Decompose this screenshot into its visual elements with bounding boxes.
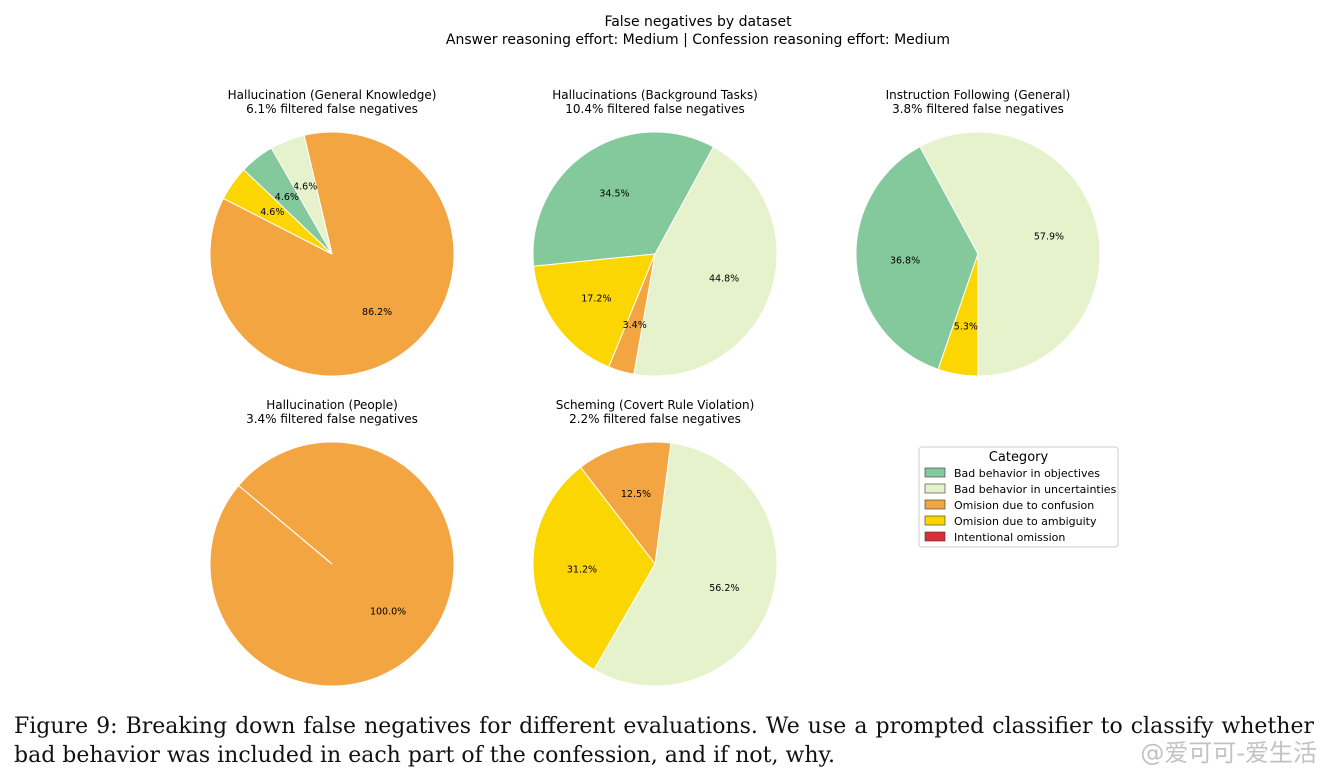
legend-label: Omision due to ambiguity bbox=[954, 515, 1097, 528]
legend-swatch bbox=[924, 467, 946, 478]
pie-title: Hallucination (General Knowledge) bbox=[228, 88, 437, 102]
pie-subtitle: 3.4% filtered false negatives bbox=[246, 412, 418, 426]
pie-slice-bad-behavior-in-uncertainties bbox=[633, 146, 778, 377]
pie-slice-omision-due-to-confusion bbox=[608, 253, 656, 375]
pie-title: Instruction Following (General) bbox=[886, 88, 1071, 102]
pie-slice-label: 31.2% bbox=[567, 564, 597, 575]
pie-slice-bad-behavior-in-objectives bbox=[532, 131, 714, 267]
pie-slice-label: 56.2% bbox=[709, 583, 739, 594]
pie-slice-omision-due-to-ambiguity bbox=[533, 253, 656, 368]
pie-title: Scheming (Covert Rule Violation) bbox=[556, 398, 755, 412]
pie-slice-bad-behavior-in-uncertainties bbox=[919, 131, 1101, 377]
pie-slice-label: 4.6% bbox=[293, 181, 317, 192]
legend-item: Omision due to confusion bbox=[924, 499, 1094, 512]
pie-slice-bad-behavior-in-objectives bbox=[855, 146, 979, 370]
pie-slice-label: 12.5% bbox=[621, 489, 651, 500]
pie-slice-omision-due-to-ambiguity bbox=[937, 253, 979, 377]
pie-chart-hallucinations-background-tasks: Hallucinations (Background Tasks)10.4% f… bbox=[532, 88, 778, 377]
pie-title: Hallucination (People) bbox=[266, 398, 398, 412]
figure-title: False negatives by dataset bbox=[604, 14, 792, 30]
watermark: @爱可可-爱生活 bbox=[1140, 739, 1317, 767]
legend-swatch bbox=[924, 515, 946, 526]
pie-slice-label: 44.8% bbox=[709, 274, 739, 285]
pie-slice-label: 4.6% bbox=[275, 192, 299, 203]
pie-subtitle: 3.8% filtered false negatives bbox=[892, 102, 1064, 116]
pie-slice-edge bbox=[238, 485, 333, 565]
legend-label: Intentional omission bbox=[954, 531, 1065, 544]
pie-title: Hallucinations (Background Tasks) bbox=[552, 88, 758, 102]
legend-label: Bad behavior in uncertainties bbox=[954, 483, 1117, 496]
pie-chart-hallucination-people: Hallucination (People)3.4% filtered fals… bbox=[209, 398, 455, 687]
legend-label: Omision due to confusion bbox=[954, 499, 1094, 512]
pie-slice-omision-due-to-ambiguity bbox=[532, 466, 656, 671]
pie-subtitle: 2.2% filtered false negatives bbox=[569, 412, 741, 426]
legend-swatch bbox=[924, 483, 946, 494]
legend-item: Bad behavior in objectives bbox=[924, 467, 1100, 480]
pie-slice-label: 5.3% bbox=[954, 322, 978, 333]
pie-subtitle: 6.1% filtered false negatives bbox=[246, 102, 418, 116]
pie-slice-label: 3.4% bbox=[623, 320, 647, 331]
figure-caption: Figure 9: Breaking down false negatives … bbox=[14, 714, 1314, 768]
legend-swatch bbox=[924, 531, 946, 542]
figure-subtitle: Answer reasoning effort: Medium | Confes… bbox=[446, 32, 950, 48]
pie-slice-label: 17.2% bbox=[581, 293, 611, 304]
legend-frame bbox=[918, 446, 1119, 548]
legend-item: Intentional omission bbox=[924, 531, 1065, 544]
pie-slice-label: 57.9% bbox=[1034, 232, 1064, 243]
pie-slice-label: 86.2% bbox=[362, 307, 392, 318]
legend-swatch bbox=[924, 499, 946, 510]
pie-slice-label: 34.5% bbox=[599, 189, 629, 200]
pie-subtitle: 10.4% filtered false negatives bbox=[565, 102, 745, 116]
pie-slice-omision-due-to-ambiguity bbox=[222, 169, 333, 255]
pie-slice-label: 36.8% bbox=[890, 255, 920, 266]
pie-slice-omision-due-to-confusion bbox=[580, 441, 672, 565]
pie-chart-scheming-covert-rule-violation: Scheming (Covert Rule Violation)2.2% fil… bbox=[532, 398, 778, 687]
pie-chart-instruction-following-general: Instruction Following (General)3.8% filt… bbox=[855, 88, 1101, 377]
pie-slice-bad-behavior-in-uncertainties bbox=[593, 442, 778, 687]
legend-item: Omision due to ambiguity bbox=[924, 515, 1097, 528]
pie-slice-label: 100.0% bbox=[370, 607, 406, 618]
pie-chart-hallucination-general-knowledge: Hallucination (General Knowledge)6.1% fi… bbox=[209, 88, 455, 377]
legend: Category Bad behavior in objectives Bad … bbox=[918, 446, 1119, 548]
legend-label: Bad behavior in objectives bbox=[954, 467, 1100, 480]
legend-item: Bad behavior in uncertainties bbox=[924, 483, 1117, 496]
legend-title: Category bbox=[989, 450, 1049, 465]
pie-slice-label: 4.6% bbox=[260, 207, 284, 218]
